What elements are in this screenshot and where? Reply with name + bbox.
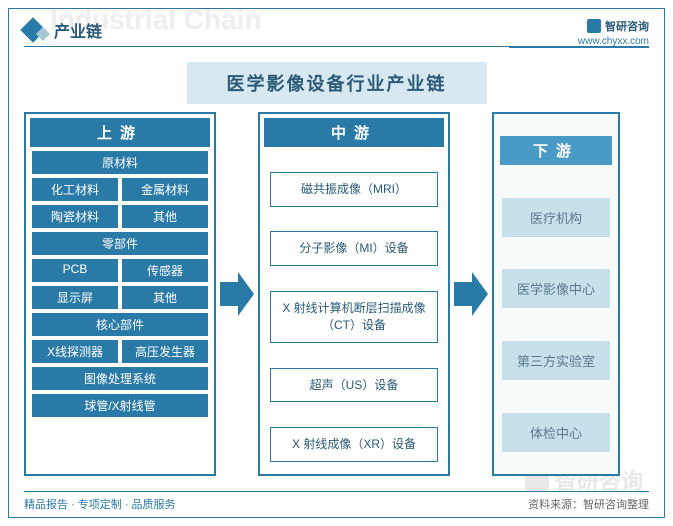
main-title: 医学影像设备行业产业链 [187, 62, 487, 104]
upstream-column: 上游 原材料 化工材料金属材料 陶瓷材料其他 零部件 PCB传感器 显示屏其他 … [24, 112, 216, 476]
page-header: 产业链 智研咨询 www.chyxx.com [24, 18, 649, 47]
upstream-section-title: 核心部件 [32, 313, 208, 336]
footer-divider [24, 491, 649, 492]
upstream-header: 上游 [30, 118, 210, 147]
upstream-item: X线探测器 [32, 340, 118, 363]
footer-right: 资料来源：智研咨询整理 [528, 496, 649, 512]
midstream-item: 超声（US）设备 [270, 368, 438, 403]
upstream-item: 金属材料 [122, 178, 208, 201]
downstream-item: 医学影像中心 [502, 269, 610, 308]
upstream-section-title: 原材料 [32, 151, 208, 174]
footer-left: 精品报告 · 专项定制 · 品质服务 [24, 496, 176, 512]
upstream-section-title: 零部件 [32, 232, 208, 255]
upstream-item: 传感器 [122, 259, 208, 282]
downstream-item: 第三方实验室 [502, 341, 610, 380]
downstream-header: 下游 [500, 136, 612, 165]
midstream-item: X 射线成像（XR）设备 [270, 427, 438, 462]
upstream-item: 图像处理系统 [32, 367, 208, 390]
arrow-icon [220, 112, 254, 476]
midstream-item: 分子影像（MI）设备 [270, 231, 438, 266]
upstream-item: 其他 [122, 286, 208, 309]
downstream-item: 体检中心 [502, 413, 610, 452]
brand-logo: 智研咨询 [578, 18, 649, 34]
downstream-item: 医疗机构 [502, 198, 610, 237]
upstream-item: 显示屏 [32, 286, 118, 309]
page-footer: 精品报告 · 专项定制 · 品质服务 资料来源：智研咨询整理 [24, 496, 649, 512]
midstream-column: 中游 磁共振成像（MRI） 分子影像（MI）设备 X 射线计算机断层扫描成像（C… [258, 112, 450, 476]
upstream-item: 高压发生器 [122, 340, 208, 363]
header-title: 产业链 [54, 18, 102, 42]
upstream-item: 其他 [122, 205, 208, 228]
upstream-item: 球管/X射线管 [32, 394, 208, 417]
upstream-item: PCB [32, 259, 118, 282]
downstream-column: 下游 医疗机构 医学影像中心 第三方实验室 体检中心 [492, 112, 620, 476]
brand-icon [587, 19, 601, 33]
industry-chain: 上游 原材料 化工材料金属材料 陶瓷材料其他 零部件 PCB传感器 显示屏其他 … [24, 112, 649, 476]
upstream-item: 陶瓷材料 [32, 205, 118, 228]
midstream-header: 中游 [264, 118, 444, 147]
arrow-icon [454, 112, 488, 476]
brand-url: www.chyxx.com [578, 36, 649, 47]
midstream-item: X 射线计算机断层扫描成像（CT）设备 [270, 291, 438, 343]
upstream-item: 化工材料 [32, 178, 118, 201]
midstream-item: 磁共振成像（MRI） [270, 172, 438, 207]
